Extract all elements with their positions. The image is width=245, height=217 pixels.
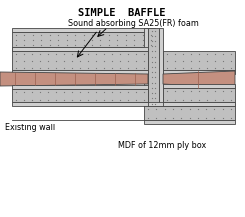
Polygon shape xyxy=(163,71,235,88)
Polygon shape xyxy=(0,72,148,86)
Bar xyxy=(148,28,159,106)
Bar xyxy=(163,70,235,74)
Bar xyxy=(12,32,155,47)
Bar xyxy=(12,70,148,74)
Bar xyxy=(12,85,148,89)
Bar xyxy=(159,28,163,106)
Bar xyxy=(12,28,155,32)
Bar xyxy=(163,88,235,102)
Bar xyxy=(144,28,148,106)
Bar xyxy=(144,106,235,120)
Bar xyxy=(12,51,148,70)
Bar xyxy=(163,102,235,106)
Bar xyxy=(163,51,235,70)
Bar xyxy=(163,84,235,88)
Bar xyxy=(12,102,148,106)
Text: MDF of 12mm ply box: MDF of 12mm ply box xyxy=(118,140,206,150)
Bar xyxy=(144,120,235,124)
Bar xyxy=(12,106,144,124)
Bar xyxy=(12,89,148,102)
Text: SIMPLE  BAFFLE: SIMPLE BAFFLE xyxy=(78,8,166,18)
Bar xyxy=(144,102,235,106)
Bar xyxy=(12,47,148,51)
Text: Existing wall: Existing wall xyxy=(5,123,55,132)
Bar xyxy=(12,47,155,51)
Text: Sound absorbing SA25(FR) foam: Sound absorbing SA25(FR) foam xyxy=(68,20,199,28)
